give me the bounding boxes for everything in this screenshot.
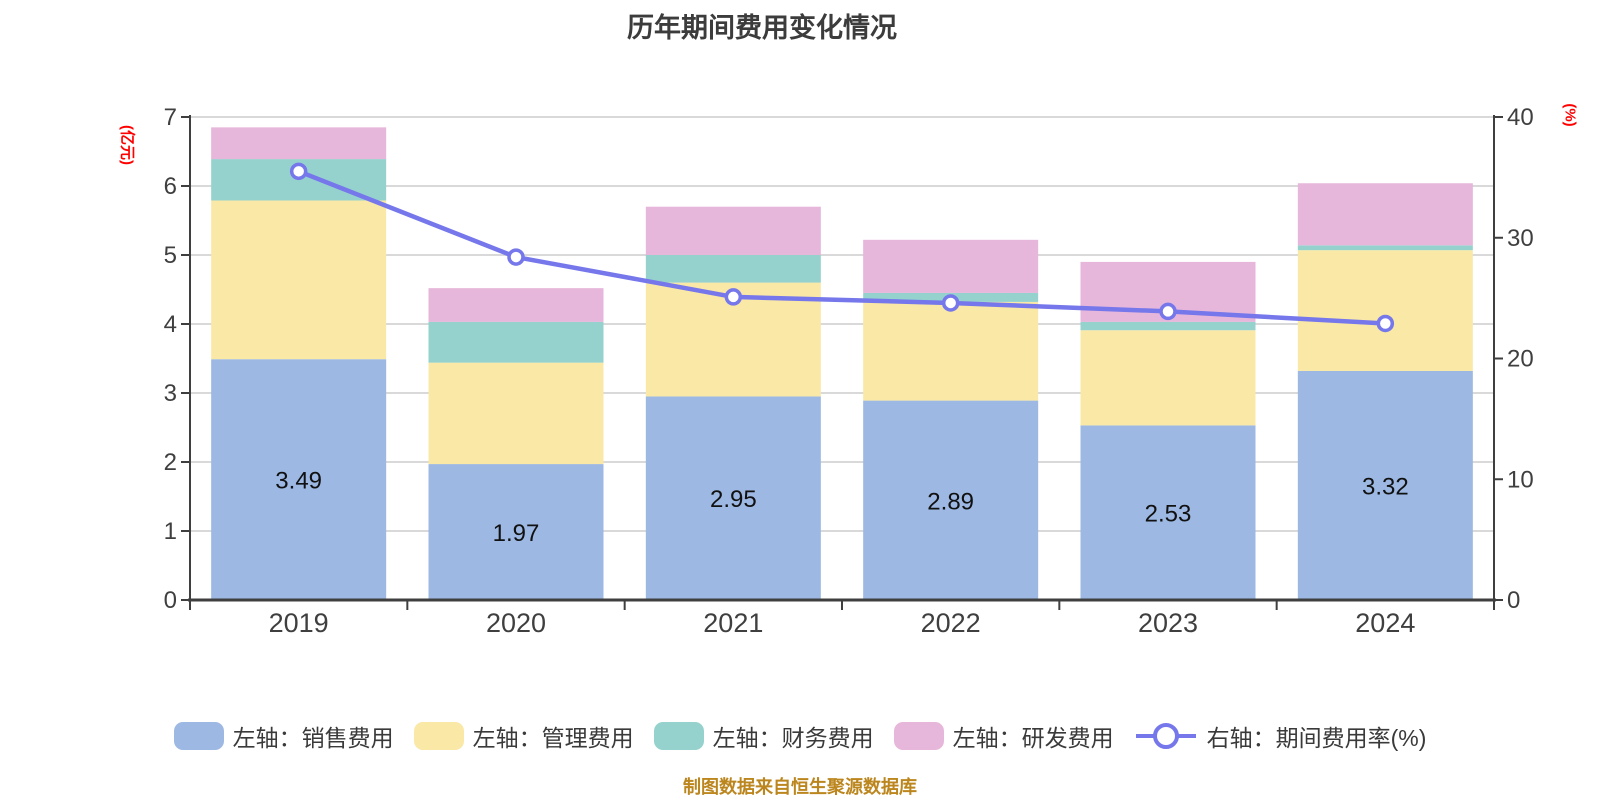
svg-text:0: 0 — [164, 587, 177, 614]
svg-text:40: 40 — [1507, 104, 1534, 131]
svg-text:2021: 2021 — [703, 608, 763, 638]
svg-text:3: 3 — [164, 380, 177, 407]
source-note: 制图数据来自恒生聚源数据库 — [683, 777, 917, 797]
svg-text:2022: 2022 — [921, 608, 981, 638]
svg-text:6: 6 — [164, 173, 177, 200]
svg-text:2: 2 — [164, 449, 177, 476]
finance-expense-swatch-icon — [653, 722, 704, 750]
legend-label-admin-expense: 左轴：管理费用 — [472, 725, 634, 751]
svg-text:1: 1 — [164, 518, 177, 545]
svg-text:4: 4 — [164, 311, 177, 338]
legend-item-rd-expense[interactable]: 左轴：研发费用 — [893, 719, 1114, 753]
svg-text:10: 10 — [1507, 466, 1534, 493]
svg-text:3.32: 3.32 — [1362, 473, 1409, 500]
chart-title: 历年期间费用变化情况 — [627, 13, 897, 43]
legend-item-expense-ratio[interactable]: 右轴：期间费用率(%) — [1134, 719, 1427, 753]
sales-expense-swatch-icon — [173, 722, 224, 750]
svg-text:2019: 2019 — [269, 608, 329, 638]
svg-text:2.95: 2.95 — [710, 486, 757, 513]
svg-text:30: 30 — [1507, 225, 1534, 252]
svg-text:2.53: 2.53 — [1145, 501, 1192, 528]
admin-expense-swatch-icon — [413, 722, 464, 750]
chart-legend: 左轴：销售费用 左轴：管理费用 左轴：财务费用 左轴：研发费用 右轴：期间费用率… — [0, 719, 1600, 753]
legend-label-rd-expense: 左轴：研发费用 — [952, 725, 1114, 751]
svg-text:2024: 2024 — [1355, 608, 1415, 638]
svg-text:2020: 2020 — [486, 608, 546, 638]
svg-text:1.97: 1.97 — [493, 520, 540, 547]
legend-label-expense-ratio: 右轴：期间费用率(%) — [1206, 725, 1427, 751]
svg-text:7: 7 — [164, 104, 177, 131]
svg-text:5: 5 — [164, 242, 177, 269]
legend-label-sales-expense: 左轴：销售费用 — [232, 725, 394, 751]
legend-label-finance-expense: 左轴：财务费用 — [712, 725, 874, 751]
legend-item-sales-expense[interactable]: 左轴：销售费用 — [173, 719, 394, 753]
svg-text:2.89: 2.89 — [927, 488, 974, 515]
svg-text:3.49: 3.49 — [275, 468, 322, 495]
rd-expense-swatch-icon — [893, 722, 944, 750]
legend-item-admin-expense[interactable]: 左轴：管理费用 — [413, 719, 634, 753]
svg-text:2023: 2023 — [1138, 608, 1198, 638]
legend-item-finance-expense[interactable]: 左轴：财务费用 — [653, 719, 874, 753]
svg-text:20: 20 — [1507, 346, 1534, 373]
line-marker-icon — [1134, 720, 1198, 752]
svg-text:0: 0 — [1507, 587, 1520, 614]
